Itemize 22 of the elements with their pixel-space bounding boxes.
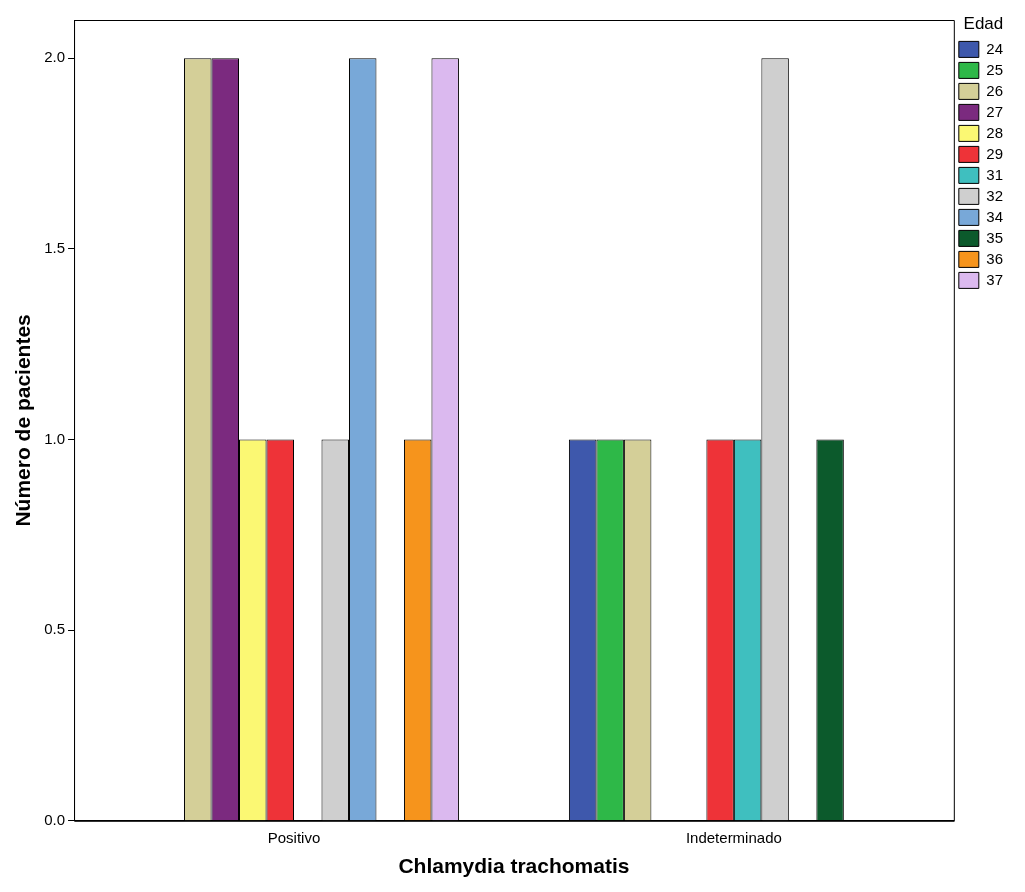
y-tick-label: 1.5 <box>44 238 66 256</box>
legend-label: 35 <box>986 228 1003 246</box>
legend-label: 36 <box>986 249 1003 267</box>
legend-label: 26 <box>986 81 1003 99</box>
legend-label: 31 <box>986 165 1003 183</box>
y-axis-title: Número de pacientes <box>11 314 35 527</box>
x-tick-label: Indeterminado <box>685 828 782 846</box>
x-tick-label: Positivo <box>267 828 321 846</box>
legend-label: 25 <box>986 60 1003 78</box>
legend-label: 29 <box>986 144 1003 162</box>
legend-label: 27 <box>986 102 1003 120</box>
y-tick-label: 2.0 <box>44 48 66 66</box>
y-tick-label: 1.0 <box>44 429 66 447</box>
legend-label: 32 <box>986 186 1003 204</box>
x-axis-title: Chlamydia trachomatis <box>398 854 630 878</box>
y-tick-label: 0.0 <box>44 810 66 828</box>
legend-label: 37 <box>986 270 1003 288</box>
y-tick-label: 0.5 <box>44 620 66 638</box>
legend-label: 24 <box>986 39 1003 57</box>
legend-label: 28 <box>986 123 1003 141</box>
legend-label: 34 <box>986 207 1003 225</box>
legend-title: Edad <box>963 14 1004 34</box>
